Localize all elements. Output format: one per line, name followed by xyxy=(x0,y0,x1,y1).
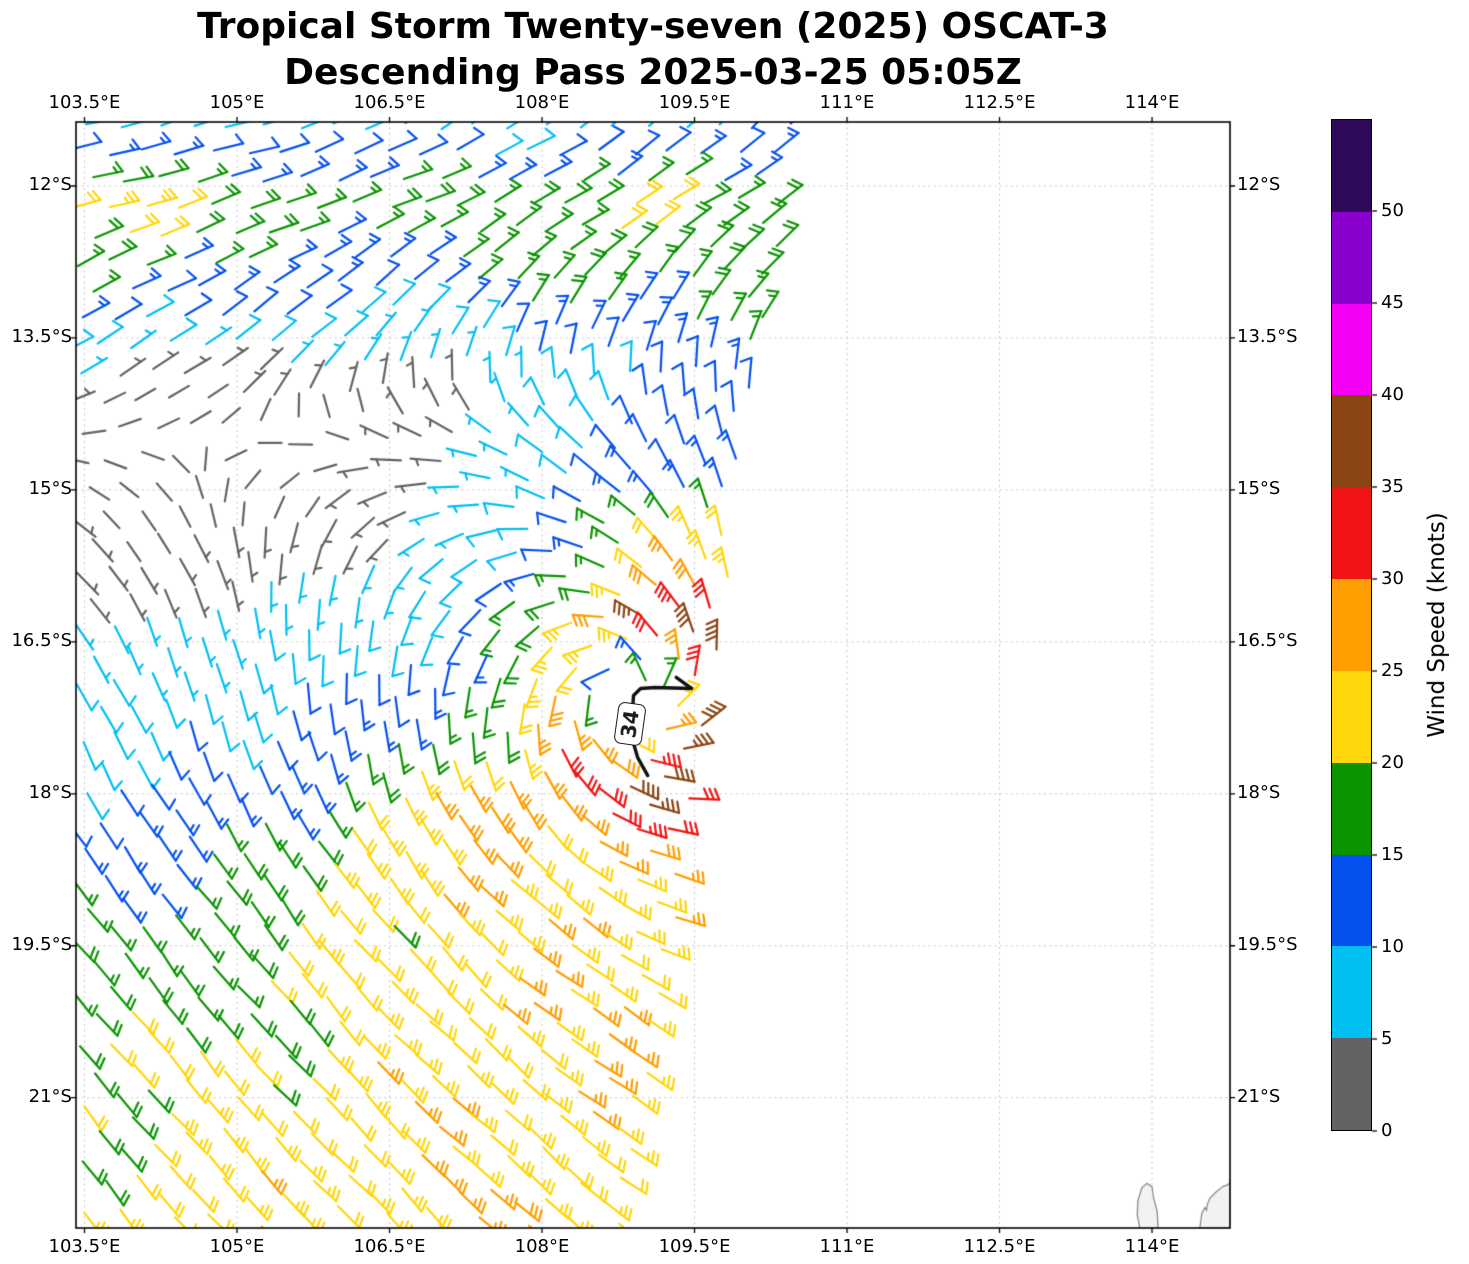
lon-tick-label-top: 108°E xyxy=(514,92,570,113)
colorbar-tick-label: 0 xyxy=(1381,1120,1393,1141)
chart-title-block: Tropical Storm Twenty-seven (2025) OSCAT… xyxy=(76,4,1230,96)
lon-tick-label-bottom: 109.5°E xyxy=(658,1236,731,1257)
colorbar-tick-label: 25 xyxy=(1381,660,1404,681)
lat-tick-label-left: 19.5°S xyxy=(11,933,72,955)
lat-tick-label-right: 16.5°S xyxy=(1237,629,1298,651)
lon-tick-label-bottom: 105°E xyxy=(209,1236,265,1257)
colorbar xyxy=(1331,119,1372,1131)
colorbar-tick-label: 50 xyxy=(1381,200,1404,221)
colorbar-segment xyxy=(1332,395,1371,488)
lat-tick-label-left: 21°S xyxy=(28,1085,72,1107)
lat-tick-label-right: 12°S xyxy=(1237,174,1281,195)
colorbar-tick-label: 20 xyxy=(1381,752,1404,773)
colorbar-tick-label: 5 xyxy=(1381,1028,1393,1049)
lon-tick-label-top: 109.5°E xyxy=(658,92,731,113)
chart-title-line1: Tropical Storm Twenty-seven (2025) OSCAT… xyxy=(197,6,1109,47)
colorbar-segment xyxy=(1332,762,1371,855)
colorbar-tick-label: 35 xyxy=(1381,476,1404,497)
lon-tick-label-top: 103.5°E xyxy=(48,92,121,113)
colorbar-segment xyxy=(1332,946,1371,1039)
lat-tick-label-right: 21°S xyxy=(1237,1085,1281,1107)
lon-tick-label-top: 111°E xyxy=(819,92,875,113)
lat-tick-label-left: 18°S xyxy=(28,781,72,803)
lon-tick-label-bottom: 112.5°E xyxy=(963,1236,1036,1257)
lat-tick-label-right: 13.5°S xyxy=(1237,325,1298,347)
lat-tick-label-right: 19.5°S xyxy=(1237,933,1298,955)
chart-title-line2: Descending Pass 2025-03-25 05:05Z xyxy=(284,52,1022,93)
lon-tick-label-top: 106.5°E xyxy=(353,92,426,113)
lon-tick-label-top: 112.5°E xyxy=(963,92,1036,113)
colorbar-segment xyxy=(1332,120,1371,212)
colorbar-segment xyxy=(1332,211,1371,304)
colorbar-segment xyxy=(1332,670,1371,763)
colorbar-tick-label: 10 xyxy=(1381,936,1404,957)
lon-tick-label-bottom: 111°E xyxy=(819,1236,875,1257)
lon-tick-label-top: 114°E xyxy=(1124,92,1180,113)
colorbar-segment xyxy=(1332,1038,1371,1130)
colorbar-segment xyxy=(1332,487,1371,580)
lat-tick-label-left: 12°S xyxy=(28,174,72,195)
colorbar-tick-label: 40 xyxy=(1381,384,1404,405)
lat-tick-label-left: 15°S xyxy=(28,477,72,499)
lon-tick-label-bottom: 103.5°E xyxy=(48,1236,121,1257)
colorbar-tick-label: 15 xyxy=(1381,844,1404,865)
lat-tick-label-right: 15°S xyxy=(1237,477,1281,499)
colorbar-axis-label: Wind Speed (knots) xyxy=(1424,512,1450,738)
lon-tick-label-bottom: 108°E xyxy=(514,1236,570,1257)
lon-tick-label-bottom: 106.5°E xyxy=(353,1236,426,1257)
colorbar-segment xyxy=(1332,854,1371,947)
lat-tick-label-left: 16.5°S xyxy=(11,629,72,651)
colorbar-segment xyxy=(1332,303,1371,396)
lat-tick-label-left: 13.5°S xyxy=(11,325,72,347)
colorbar-tick-label: 45 xyxy=(1381,292,1404,313)
colorbar-tick-label: 30 xyxy=(1381,568,1404,589)
lon-tick-label-top: 105°E xyxy=(209,92,265,113)
colorbar-segment xyxy=(1332,579,1371,671)
lon-tick-label-bottom: 114°E xyxy=(1124,1236,1180,1257)
lat-tick-label-right: 18°S xyxy=(1237,781,1281,803)
